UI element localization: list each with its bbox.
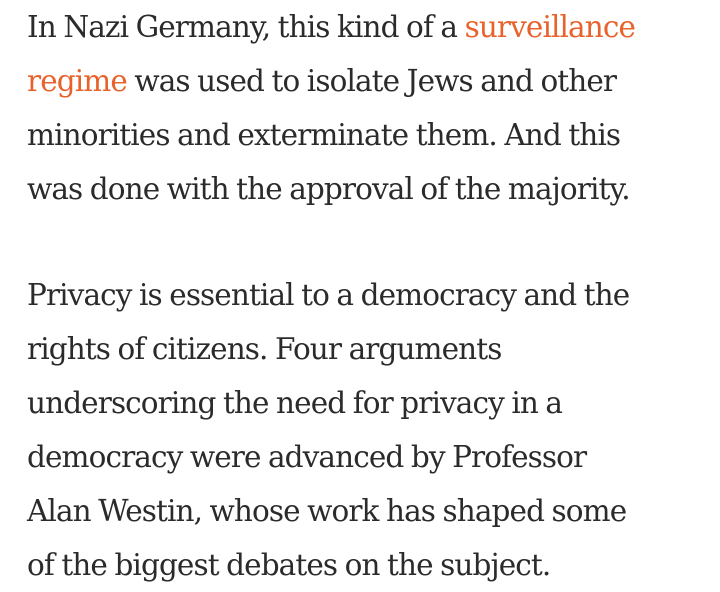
paragraph-line: Alan Westin, whose work has shaped some: [27, 494, 627, 528]
surveillance-regime-link[interactable]: surveillance: [464, 10, 636, 44]
paragraph-line: underscoring the need for privacy in a: [27, 386, 563, 420]
text-segment: In Nazi Germany, this kind of a: [27, 10, 465, 44]
paragraph-line: In Nazi Germany, this kind of a surveill…: [27, 0, 717, 54]
paragraph-line: Privacy is essential to a democracy and …: [27, 278, 630, 312]
text-segment: was used to isolate Jews and other: [126, 64, 617, 98]
paragraph-line: democracy were advanced by Professor: [27, 440, 587, 474]
paragraph-line: minorities and exterminate them. And thi…: [27, 118, 621, 152]
article-body: In Nazi Germany, this kind of a surveill…: [27, 0, 717, 592]
paragraph-line: of the biggest debates on the subject.: [27, 548, 551, 582]
paragraph-line: regime was used to isolate Jews and othe…: [27, 54, 717, 108]
surveillance-regime-link-continued[interactable]: regime: [27, 64, 128, 98]
paragraph-line: was done with the approval of the majori…: [27, 172, 631, 206]
paragraph-line: rights of citizens. Four arguments: [27, 332, 502, 366]
paragraph-privacy-democracy: Privacy is essential to a democracy and …: [27, 268, 717, 592]
paragraph-nazi-surveillance: In Nazi Germany, this kind of a surveill…: [27, 0, 717, 216]
